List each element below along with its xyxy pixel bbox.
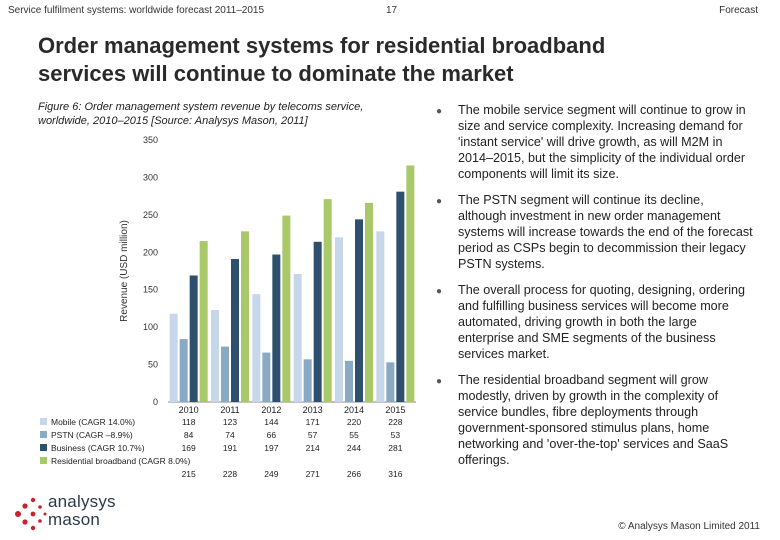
copyright-notice: © Analysys Mason Limited 2011 <box>618 521 760 532</box>
bullet-dot-icon: ● <box>436 196 443 207</box>
legend-label-series-1: PSTN (CAGR –8.9%) <box>51 430 133 440</box>
data-label-series-0-2010: 118 <box>182 417 196 427</box>
data-label-series-0-2013: 171 <box>306 417 320 427</box>
analysys-mason-logo: analysys mason <box>14 492 154 536</box>
data-label-series-1-2011: 74 <box>225 430 235 440</box>
data-label-series-2-2013: 214 <box>306 443 320 453</box>
revenue-bar-chart: 0 50 100 150 200 250 300 350 Revenue (USD millio… <box>40 135 416 479</box>
x-tick-label-2012: 2012 <box>261 405 281 415</box>
data-label-series-3-2010: 215 <box>182 469 196 479</box>
bar-2012-series-1 <box>262 352 271 402</box>
data-label-series-3-2012: 249 <box>264 469 278 479</box>
y-axis-label: Revenue (USD million) <box>119 220 130 322</box>
bar-2015-series-1 <box>386 362 395 402</box>
bullet-item-mobile: ● The mobile service segment will continu… <box>436 103 746 181</box>
legend-label-series-0: Mobile (CAGR 14.0%) <box>51 417 135 427</box>
data-label-series-0-2011: 123 <box>223 417 237 427</box>
data-label-series-1-2012: 66 <box>267 430 277 440</box>
slide-title-line-1: Order management systems for residential… <box>38 33 606 58</box>
y-tick-label-350: 350 <box>143 135 158 145</box>
bar-2014-series-3 <box>365 202 373 402</box>
data-label-series-2-2012: 197 <box>264 443 278 453</box>
bar-2013-series-3 <box>323 199 332 402</box>
legend-swatch-series-2 <box>40 444 47 451</box>
bar-2011-series-1 <box>221 346 229 402</box>
y-tick-label-300: 300 <box>143 172 158 182</box>
x-tick-label-2011: 2011 <box>220 405 239 415</box>
slide-title-line-2: services will continue to dominate the m… <box>38 61 514 86</box>
bar-2013-series-1 <box>303 359 312 402</box>
data-label-series-2-2011: 191 <box>223 443 237 453</box>
x-tick-label-2014: 2014 <box>344 405 364 415</box>
bar-2013-series-0 <box>293 273 302 402</box>
header-page-number: 17 <box>386 5 398 16</box>
figure-caption: Figure 6: Order management system revenu… <box>38 100 418 128</box>
bar-2012-series-3 <box>282 215 291 402</box>
data-label-series-2-2015: 281 <box>388 443 402 453</box>
data-label-series-3-2014: 266 <box>347 469 361 479</box>
data-label-series-0-2015: 228 <box>388 417 402 427</box>
bar-2012-series-2 <box>272 254 281 402</box>
legend-swatch-series-0 <box>40 418 47 425</box>
y-tick-label-250: 250 <box>143 210 158 220</box>
bar-2010-series-2 <box>189 275 198 402</box>
bullet-dot-icon: ● <box>436 286 443 297</box>
logo-wordmark-line-1: analysys <box>48 492 116 511</box>
figure-caption-line-1: Figure 6: Order management system revenu… <box>38 101 364 113</box>
bar-2010-series-1 <box>179 339 188 402</box>
bar-2011-series-3 <box>241 231 249 402</box>
data-label-series-1-2010: 84 <box>184 430 194 440</box>
y-tick-label-100: 100 <box>143 322 158 332</box>
analysys-mason-logo-icon <box>15 497 47 531</box>
x-tick-label-2013: 2013 <box>303 405 323 415</box>
logo-wordmark-line-2: mason <box>48 510 101 529</box>
data-label-series-1-2014: 55 <box>349 430 359 440</box>
bullet-item-pstn: ● The PSTN segment will continue its decl… <box>436 193 753 271</box>
bar-2011-series-2 <box>231 259 239 402</box>
data-label-series-3-2011: 228 <box>223 469 237 479</box>
bar-2014-series-0 <box>335 237 343 402</box>
legend-label-series-2: Business (CAGR 10.7%) <box>51 443 145 453</box>
bullet-dot-icon: ● <box>436 376 443 387</box>
data-label-series-3-2015: 316 <box>388 469 402 479</box>
data-label-series-0-2012: 144 <box>264 417 278 427</box>
figure-caption-line-2: worldwide, 2010–2015 [Source: Analysys M… <box>38 115 308 127</box>
x-tick-label-2010: 2010 <box>179 405 199 415</box>
bar-2013-series-2 <box>313 241 322 402</box>
data-label-series-1-2015: 53 <box>391 430 401 440</box>
bullet-list: ● The mobile service segment will continu… <box>434 102 754 478</box>
legend-swatch-series-1 <box>40 431 47 438</box>
legend-swatch-series-3 <box>40 457 47 464</box>
bullet-item-business: ● The overall process for quoting, design… <box>436 283 746 361</box>
bar-2015-series-3 <box>406 165 415 402</box>
header-document-title: Service fulfilment systems: worldwide fo… <box>8 5 265 16</box>
bar-2015-series-0 <box>376 231 385 402</box>
bar-2015-series-2 <box>396 191 405 402</box>
header-section-label: Forecast <box>719 5 758 16</box>
bullet-item-residential: ● The residential broadband segment will … <box>436 373 729 467</box>
bar-2014-series-1 <box>345 360 353 402</box>
bar-2010-series-3 <box>199 241 208 402</box>
y-tick-label-150: 150 <box>143 285 158 295</box>
bar-2014-series-2 <box>355 219 363 402</box>
legend-label-series-3: Residential broadband (CAGR 8.0%) <box>51 456 191 466</box>
bar-2010-series-0 <box>169 313 178 402</box>
data-label-series-1-2013: 57 <box>308 430 318 440</box>
y-tick-label-200: 200 <box>143 247 158 257</box>
bar-2011-series-0 <box>211 309 219 402</box>
y-tick-label-50: 50 <box>148 360 158 370</box>
data-label-series-2-2010: 169 <box>182 443 196 453</box>
bullet-dot-icon: ● <box>436 106 443 117</box>
data-label-series-2-2014: 244 <box>347 443 361 453</box>
bar-2012-series-0 <box>252 294 261 402</box>
slide-title: Order management systems for residential… <box>38 32 738 88</box>
x-tick-label-2015: 2015 <box>385 405 405 415</box>
data-label-series-3-2013: 271 <box>306 469 320 479</box>
y-tick-label-0: 0 <box>153 397 158 407</box>
data-label-series-0-2014: 220 <box>347 417 361 427</box>
